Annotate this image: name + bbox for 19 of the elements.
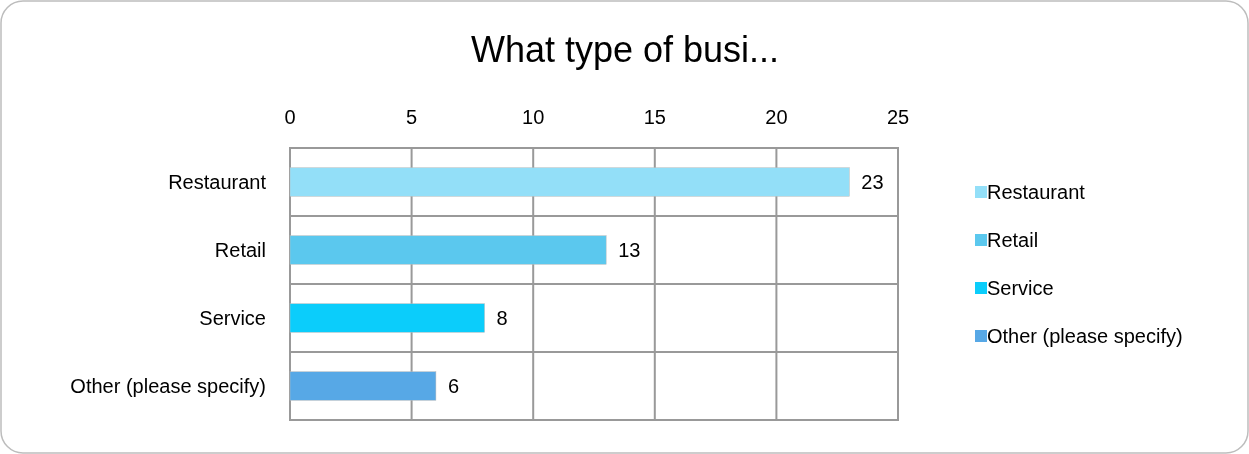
legend-label: Restaurant (987, 181, 1086, 203)
x-tick-label: 0 (284, 106, 296, 128)
y-tick-label: Service (199, 307, 266, 329)
data-label: 8 (496, 307, 508, 329)
legend-label: Retail (987, 229, 1039, 251)
chart-title: What type of busi... (470, 29, 780, 70)
data-label: 13 (618, 239, 641, 261)
legend-label: Service (987, 277, 1054, 299)
x-tick-label: 15 (643, 106, 666, 128)
x-tick-label: 20 (765, 106, 788, 128)
y-tick-label: Restaurant (168, 171, 267, 193)
y-tick-label: Retail (214, 239, 266, 261)
legend-label: Other (please specify) (987, 325, 1183, 347)
x-tick-label: 5 (406, 106, 418, 128)
data-label: 6 (447, 375, 460, 397)
data-label: 23 (861, 171, 884, 193)
x-tick-label: 10 (522, 106, 545, 128)
x-tick-label: 25 (886, 106, 910, 128)
y-tick-label: Other (please specify) (70, 375, 266, 397)
